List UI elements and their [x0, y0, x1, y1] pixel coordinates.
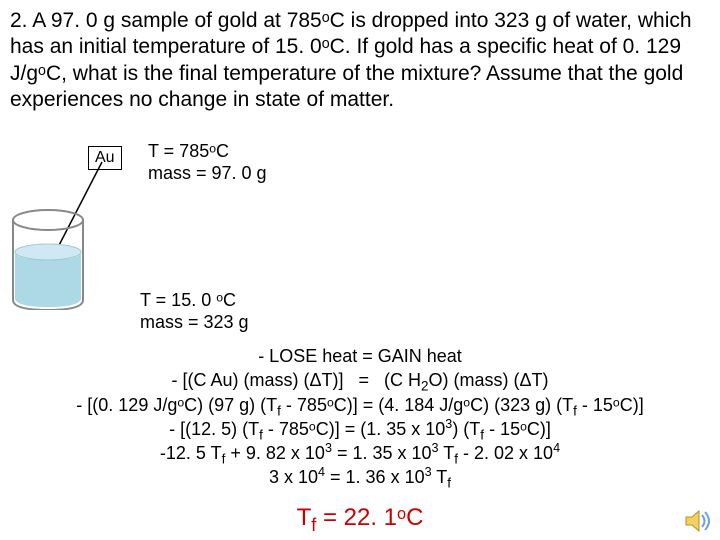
- water-params: T = 15. 0 ᵒC mass = 323 g: [140, 290, 249, 333]
- gold-params: T = 785ᵒC mass = 97. 0 g: [148, 141, 267, 184]
- final-answer: Tf = 22. 1ᵒC: [0, 504, 720, 532]
- eq-line-5: -12. 5 Tf + 9. 82 x 103 = 1. 35 x 103 Tf…: [10, 441, 710, 465]
- gold-temp: T = 785ᵒC: [148, 141, 267, 163]
- gold-mass: mass = 97. 0 g: [148, 163, 267, 185]
- water-mass: mass = 323 g: [140, 312, 249, 334]
- eq-line-2: - [(C Au) (mass) (ΔT)] = (C H2O) (mass) …: [10, 368, 710, 392]
- speaker-icon: [684, 508, 714, 534]
- problem-statement: 2. A 97. 0 g sample of gold at 785ᵒC is …: [10, 8, 710, 113]
- eq-line-6: 3 x 104 = 1. 36 x 103 Tf: [10, 465, 710, 489]
- eq-line-3: - [(0. 129 J/gᵒC) (97 g) (Tf - 785ᵒC)] =…: [10, 393, 710, 417]
- eq-line-1: - LOSE heat = GAIN heat: [10, 344, 710, 368]
- problem-text: 2. A 97. 0 g sample of gold at 785ᵒC is …: [10, 9, 692, 111]
- eq-line-4: - [(12. 5) (Tf - 785ᵒC)] = (1. 35 x 103)…: [10, 417, 710, 441]
- equations-block: - LOSE heat = GAIN heat - [(C Au) (mass)…: [10, 344, 710, 490]
- beaker-diagram: [4, 160, 124, 310]
- water-temp: T = 15. 0 ᵒC: [140, 290, 249, 312]
